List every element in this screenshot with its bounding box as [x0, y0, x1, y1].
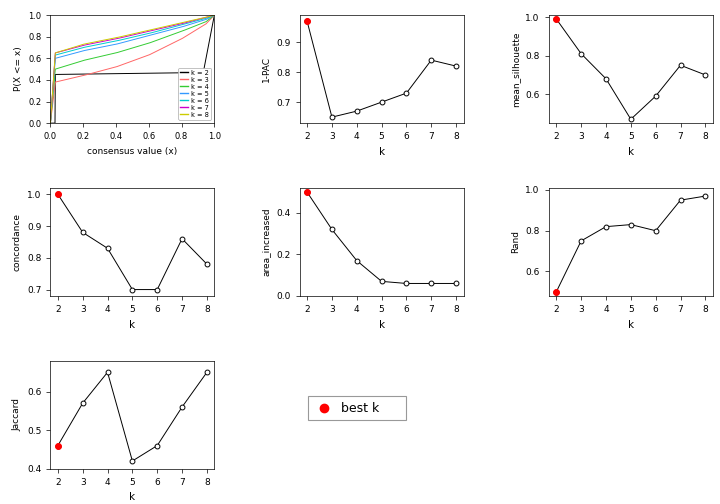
Y-axis label: Rand: Rand [511, 230, 520, 254]
Bar [308, 396, 406, 420]
Y-axis label: area_increased: area_increased [261, 208, 271, 276]
Legend: k = 2, k = 3, k = 4, k = 5, k = 6, k = 7, k = 8: k = 2, k = 3, k = 4, k = 5, k = 6, k = 7… [179, 68, 211, 120]
Text: best k: best k [341, 402, 379, 415]
X-axis label: k: k [628, 147, 634, 157]
X-axis label: k: k [130, 320, 135, 330]
Y-axis label: Jaccard: Jaccard [12, 398, 22, 431]
X-axis label: k: k [379, 147, 384, 157]
Y-axis label: P(X <= x): P(X <= x) [14, 47, 22, 92]
X-axis label: k: k [628, 320, 634, 330]
Y-axis label: concordance: concordance [12, 213, 22, 271]
X-axis label: consensus value (x): consensus value (x) [87, 147, 178, 156]
Y-axis label: 1-PAC: 1-PAC [261, 56, 271, 82]
X-axis label: k: k [379, 320, 384, 330]
Y-axis label: mean_silhouette: mean_silhouette [511, 31, 520, 107]
X-axis label: k: k [130, 492, 135, 502]
